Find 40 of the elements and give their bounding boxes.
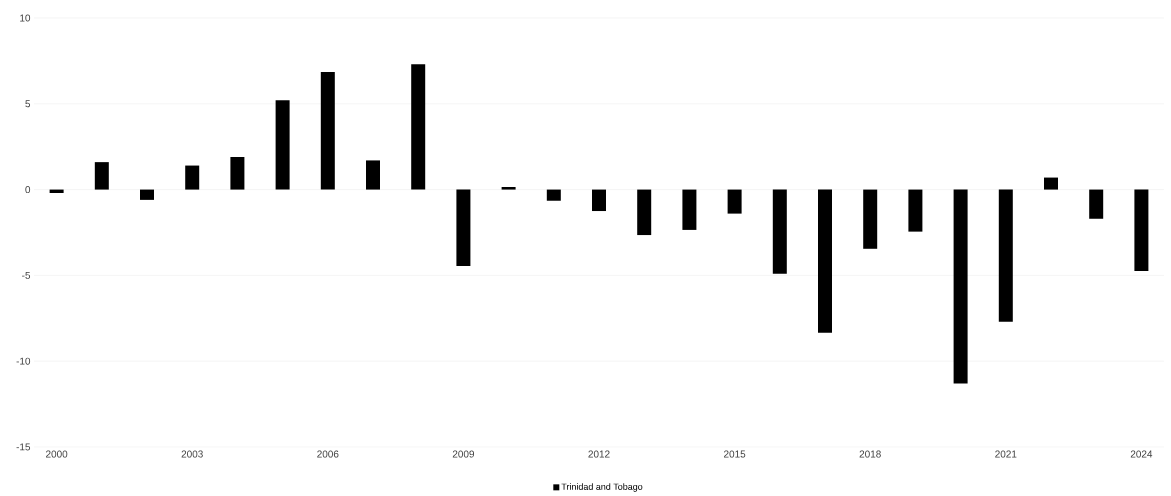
bar [501,187,516,190]
y-tick-label: 5 [25,100,31,108]
bar [953,189,968,384]
bar [863,189,878,249]
x-tick-label: 2018 [859,450,881,458]
y-tick-label: 10 [20,14,31,22]
y-tick-label: -15 [16,443,31,451]
bar [818,189,832,333]
y-tick-label: -5 [22,271,31,279]
y-tick-label: 0 [25,186,31,194]
x-tick-label: 2003 [181,450,203,458]
bar [320,72,335,190]
bar [366,160,381,190]
bar [546,189,561,201]
bar [456,189,471,266]
bar [682,189,697,230]
x-tick-label: 2015 [724,450,746,458]
x-tick-label: 2006 [317,450,339,458]
bar [592,189,606,212]
bar [1089,189,1104,219]
x-tick-label: 2024 [1130,450,1153,458]
x-tick-label: 2021 [995,450,1017,458]
bar [275,100,290,190]
bar [998,189,1013,322]
bar [411,64,426,190]
y-tick-label: -10 [16,357,31,365]
x-tick-label: 2000 [46,450,68,458]
bar [637,189,652,236]
bar [772,189,787,274]
bar [908,189,923,232]
legend-label: Trinidad and Tobago [561,483,643,492]
bar [94,162,109,190]
bar [1044,177,1058,190]
x-tick-label: 2009 [452,450,475,458]
x-tick-label: 2012 [588,450,610,458]
bar [230,156,245,190]
bar [1134,189,1149,272]
bar [185,165,200,190]
bar [140,189,155,200]
bar [727,189,742,214]
